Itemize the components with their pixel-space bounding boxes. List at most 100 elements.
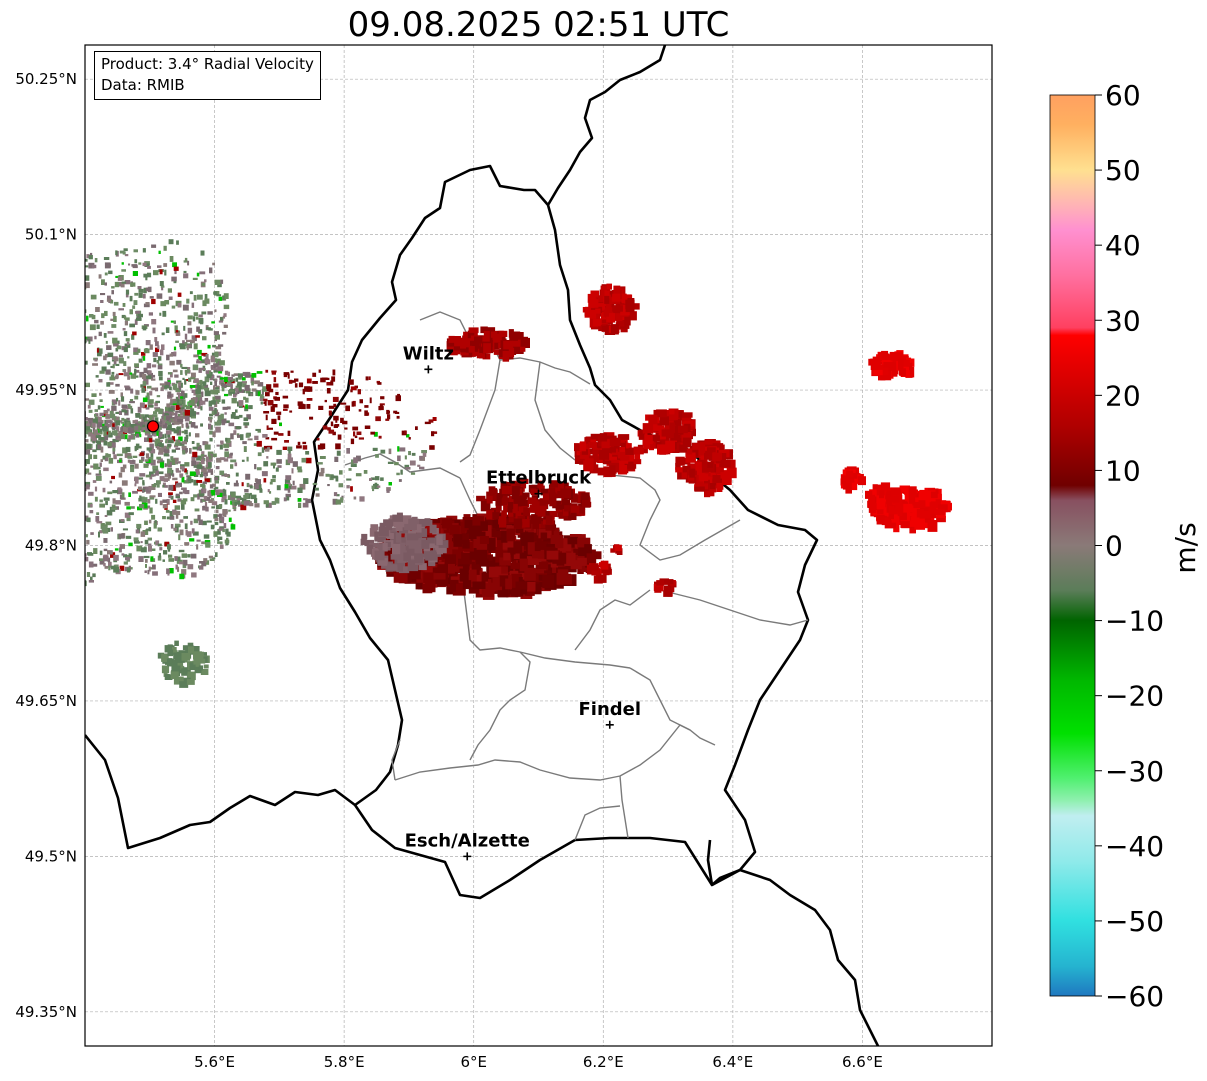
velocity-pixel (208, 328, 213, 331)
velocity-pixel (78, 418, 82, 422)
velocity-pixel (272, 404, 278, 408)
velocity-pixel (167, 391, 172, 398)
velocity-pixel (271, 418, 277, 424)
velocity-pixel (101, 423, 105, 428)
velocity-pixel (78, 491, 84, 493)
velocity-pixel (88, 561, 94, 568)
velocity-pixel (86, 517, 91, 523)
velocity-pixel (135, 443, 140, 447)
velocity-pixel (51, 484, 54, 490)
velocity-pixel (78, 364, 82, 367)
velocity-pixel (164, 463, 167, 468)
velocity-pixel (76, 439, 79, 442)
velocity-pixel (103, 563, 106, 567)
velocity-pixel (100, 300, 104, 303)
velocity-pixel (134, 426, 139, 431)
velocity-pixel (218, 489, 224, 493)
velocity-pixel (153, 523, 157, 529)
velocity-pixel (104, 455, 109, 462)
velocity-pixel (77, 401, 82, 403)
velocity-pixel (105, 414, 110, 419)
velocity-pixel (99, 499, 103, 503)
velocity-pixel (93, 548, 98, 554)
velocity-pixel (110, 527, 113, 532)
velocity-pixel (237, 390, 240, 394)
velocity-pixel (113, 454, 117, 460)
velocity-pixel (233, 430, 237, 435)
velocity-pixel (165, 438, 169, 444)
velocity-pixel (547, 510, 558, 517)
velocity-pixel (380, 477, 384, 481)
velocity-pixel (13, 369, 18, 374)
velocity-pixel (160, 460, 165, 463)
velocity-pixel (191, 460, 197, 467)
velocity-pixel (271, 370, 277, 373)
velocity-pixel (261, 471, 268, 477)
velocity-pixel (204, 376, 210, 383)
velocity-pixel (175, 404, 181, 411)
velocity-pixel (908, 495, 916, 508)
velocity-pixel (449, 525, 460, 535)
velocity-pixel (279, 422, 282, 427)
velocity-pixel (168, 411, 173, 414)
velocity-pixel (107, 352, 114, 358)
velocity-pixel (42, 472, 47, 475)
velocity-pixel (217, 529, 221, 535)
velocity-pixel (604, 295, 610, 304)
velocity-pixel (377, 382, 382, 385)
velocity-pixel (230, 464, 234, 469)
velocity-pixel (265, 414, 268, 421)
velocity-pixel (157, 652, 165, 659)
velocity-pixel (26, 503, 30, 508)
velocity-pixel (433, 431, 438, 434)
velocity-pixel (177, 292, 182, 297)
velocity-pixel (296, 466, 302, 470)
velocity-pixel (159, 312, 162, 316)
velocity-pixel (204, 398, 209, 402)
velocity-pixel (167, 372, 172, 375)
velocity-pixel (278, 433, 284, 436)
velocity-pixel (190, 414, 196, 419)
velocity-pixel (64, 446, 67, 448)
velocity-pixel (107, 295, 111, 300)
velocity-pixel (24, 365, 30, 368)
velocity-pixel (66, 298, 70, 301)
velocity-pixel (214, 378, 218, 382)
velocity-pixel (118, 420, 123, 423)
german-border-north (546, 45, 667, 206)
velocity-pixel (495, 500, 506, 506)
velocity-pixel (52, 489, 57, 492)
velocity-pixel (76, 427, 82, 432)
velocity-pixel (268, 427, 273, 430)
velocity-pixel (226, 482, 230, 485)
velocity-pixel (212, 483, 216, 487)
velocity-pixel (41, 447, 44, 450)
velocity-pixel (31, 352, 34, 358)
velocity-pixel (185, 434, 189, 439)
velocity-pixel (328, 405, 335, 409)
velocity-pixel (80, 562, 83, 567)
velocity-pixel (598, 449, 610, 460)
velocity-pixel (124, 320, 128, 326)
velocity-pixel (110, 365, 114, 368)
velocity-pixel (55, 449, 61, 452)
velocity-pixel (540, 526, 548, 540)
velocity-pixel (119, 354, 123, 358)
velocity-pixel (158, 440, 162, 444)
velocity-pixel (103, 440, 108, 446)
velocity-pixel (456, 583, 463, 593)
velocity-pixel (588, 442, 597, 449)
velocity-pixel (213, 514, 218, 519)
velocity-pixel (99, 462, 102, 467)
velocity-pixel (94, 409, 98, 412)
velocity-pixel (116, 453, 123, 457)
velocity-pixel (305, 498, 312, 504)
velocity-pixel (62, 350, 67, 356)
velocity-pixel (198, 519, 203, 525)
velocity-pixel (209, 413, 214, 417)
velocity-pixel (330, 421, 334, 427)
velocity-pixel (95, 516, 100, 522)
velocity-pixel (14, 264, 18, 266)
velocity-pixel (208, 423, 212, 430)
